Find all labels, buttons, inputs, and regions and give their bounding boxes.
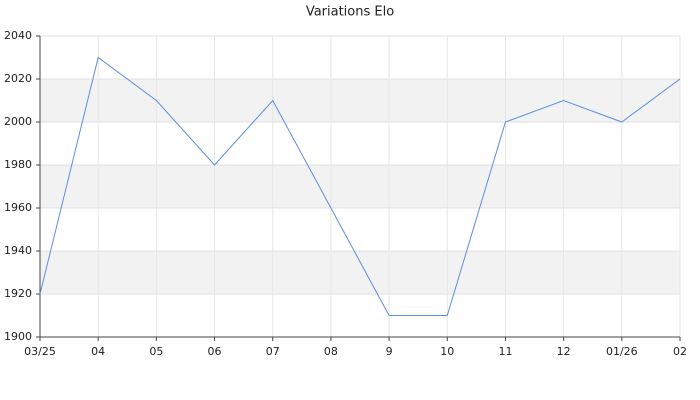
y-tick-label: 1940	[4, 244, 32, 257]
x-tick-label: 04	[91, 345, 105, 358]
x-tick-label: 9	[386, 345, 393, 358]
x-tick-label: 02	[673, 345, 687, 358]
chart-title: Variations Elo	[306, 5, 394, 20]
y-tick-label: 2000	[4, 115, 32, 128]
x-tick-label: 08	[324, 345, 338, 358]
x-tick-label: 11	[498, 345, 512, 358]
y-tick-label: 1920	[4, 287, 32, 300]
y-tick-label: 2020	[4, 72, 32, 85]
y-tick-label: 1900	[4, 330, 32, 343]
x-tick-label: 06	[208, 345, 222, 358]
x-tick-label: 01/26	[606, 345, 638, 358]
grid-band	[40, 165, 680, 208]
x-tick-label: 05	[149, 345, 163, 358]
y-tick-label: 1960	[4, 201, 32, 214]
grid-band	[40, 251, 680, 294]
x-tick-label: 07	[266, 345, 280, 358]
y-tick-label: 2040	[4, 29, 32, 42]
x-tick-label: 12	[557, 345, 571, 358]
line-series	[39, 56, 681, 316]
x-tick-label: 10	[440, 345, 454, 358]
grid-band	[40, 79, 680, 122]
x-tick-label: 03/25	[24, 345, 56, 358]
y-tick-label: 1980	[4, 158, 32, 171]
